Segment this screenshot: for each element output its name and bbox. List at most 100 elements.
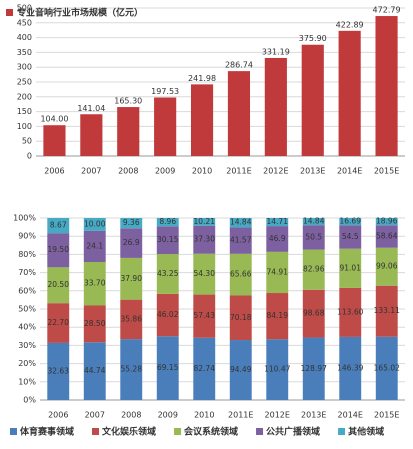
- bar: [227, 71, 251, 156]
- value-label: 28.50: [84, 319, 106, 328]
- value-label: 55.28: [121, 365, 143, 374]
- value-label: 8.67: [50, 221, 67, 230]
- x-tick-label: 2012E: [265, 411, 290, 420]
- bar-segment: [302, 225, 325, 250]
- bar-segment: [156, 254, 179, 294]
- value-label: 41.57: [230, 236, 252, 245]
- bar-segment: [156, 226, 179, 255]
- value-label: 33.70: [84, 279, 106, 288]
- x-tick-label: 2011E: [228, 411, 253, 420]
- x-tick-label: 2009: [158, 411, 178, 420]
- value-label: 9.36: [123, 218, 140, 227]
- bar-segment: [83, 230, 106, 263]
- legend-swatch: [256, 428, 264, 435]
- legend-label: 文化娱乐领域: [101, 426, 156, 438]
- bar-segment: [266, 339, 289, 400]
- x-tick-label: 2009: [155, 167, 175, 176]
- bar-segment: [302, 289, 325, 338]
- value-label: 19.50: [48, 245, 70, 254]
- bar: [117, 107, 140, 156]
- x-tick-label: 2008: [121, 411, 141, 420]
- value-label: 104.00: [40, 115, 68, 124]
- y-tick-label: 250: [17, 78, 32, 87]
- legend-swatch: [338, 428, 346, 435]
- x-tick-label: 2015E: [374, 167, 399, 176]
- bar-segment: [229, 253, 252, 296]
- value-label: 57.43: [194, 311, 216, 320]
- bar-segment: [339, 225, 362, 249]
- value-label: 10.21: [194, 217, 216, 226]
- value-label: 14.84: [230, 218, 252, 227]
- value-label: 54.30: [194, 269, 216, 278]
- x-tick-label: 2013E: [300, 167, 325, 176]
- bar-segment: [83, 342, 106, 400]
- bar-segment: [375, 218, 398, 226]
- bar-segment: [229, 218, 252, 228]
- y-tick-label: 30%: [18, 341, 36, 350]
- legend-swatch: [174, 428, 182, 435]
- value-label: 44.74: [84, 366, 106, 375]
- bar-segment: [83, 305, 106, 343]
- y-tick-label: 150: [17, 107, 32, 116]
- value-label: 46.02: [157, 310, 179, 319]
- bar-segment: [266, 293, 289, 340]
- bar-segment: [266, 218, 289, 227]
- value-label: 165.30: [114, 97, 142, 106]
- value-label: 146.39: [337, 363, 363, 372]
- y-tick-label: 60%: [18, 286, 36, 295]
- bar-segment: [339, 248, 362, 288]
- y-tick-label: 80%: [18, 250, 36, 259]
- value-label: 43.25: [157, 269, 179, 278]
- bar-segment: [339, 336, 362, 400]
- y-tick-label: 300: [17, 63, 32, 72]
- value-label: 94.49: [230, 365, 252, 374]
- bar-segment: [229, 227, 252, 254]
- bar: [43, 125, 66, 156]
- x-tick-label: 2006: [48, 411, 68, 420]
- bar-segment: [339, 218, 362, 226]
- y-tick-label: 0: [27, 152, 32, 161]
- value-label: 472.79: [373, 6, 401, 15]
- bar-segment: [193, 253, 216, 295]
- x-tick-label: 2015E: [374, 411, 399, 420]
- x-tick-label: 2007: [81, 167, 101, 176]
- value-label: 82.74: [194, 364, 216, 373]
- value-label: 46.9: [269, 234, 286, 243]
- legend-swatch: [92, 428, 100, 435]
- legend-label: 公共广播领域: [266, 426, 320, 438]
- bar-segment: [339, 287, 362, 337]
- legend-label: 专业音响行业市场规模（亿元）: [17, 7, 143, 19]
- value-label: 98.68: [303, 309, 325, 318]
- value-label: 70.18: [230, 313, 252, 322]
- bar-segment: [375, 225, 398, 248]
- bar-segment: [156, 218, 179, 227]
- bar-segment: [193, 225, 216, 254]
- value-label: 82.96: [303, 265, 325, 274]
- bar: [154, 97, 177, 156]
- value-label: 35.86: [121, 314, 143, 323]
- value-label: 37.90: [121, 274, 143, 283]
- bar-segment: [229, 340, 252, 400]
- bar-segment: [120, 339, 143, 400]
- value-label: 286.74: [225, 61, 253, 70]
- value-label: 14.71: [267, 217, 289, 226]
- y-tick-label: 10%: [18, 377, 36, 386]
- y-tick-label: 100%: [13, 214, 36, 223]
- bar-segment: [47, 267, 70, 304]
- bar-segment: [302, 337, 325, 400]
- bar: [375, 16, 398, 157]
- value-label: 14.84: [303, 217, 325, 226]
- value-label: 69.15: [157, 363, 179, 372]
- legend-swatch: [6, 9, 13, 16]
- value-label: 91.01: [340, 263, 362, 272]
- x-tick-label: 2013E: [301, 411, 326, 420]
- x-tick-label: 2007: [85, 411, 105, 420]
- value-label: 331.19: [262, 47, 290, 56]
- value-label: 128.97: [301, 364, 327, 373]
- x-tick-label: 2014E: [337, 167, 362, 176]
- value-label: 113.60: [337, 307, 363, 316]
- x-tick-label: 2006: [44, 167, 64, 176]
- bar-segment: [193, 218, 216, 226]
